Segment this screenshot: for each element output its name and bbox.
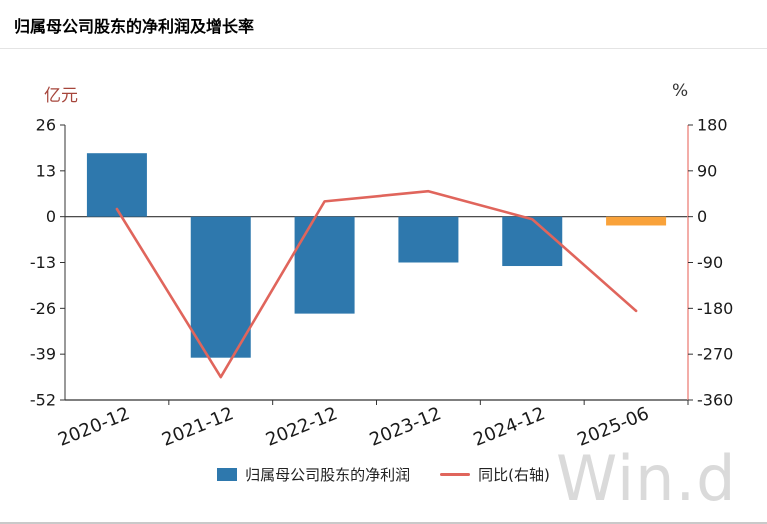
x-axis-label-2022-12: 2022-12 (263, 403, 341, 451)
wind-watermark: Win.d (556, 442, 737, 515)
x-axis-label-2020-12: 2020-12 (55, 403, 133, 451)
yoy-line-series (115, 189, 638, 379)
bar-2023-12 (398, 216, 459, 263)
yoy-line-swatch-icon (440, 473, 471, 476)
net-profit-swatch-icon (217, 468, 238, 481)
bar-2022-12 (294, 216, 355, 314)
bar-2024-12 (502, 216, 563, 267)
right-axis-tick-label: -90 (697, 253, 723, 272)
right-axis-tick-label: -360 (697, 391, 733, 410)
x-axis-label-2021-12: 2021-12 (159, 403, 237, 451)
x-axis-label-2024-12: 2024-12 (471, 403, 549, 451)
right-axis-tick-label: 0 (697, 207, 707, 226)
right-axis-tick-label: -270 (697, 345, 733, 364)
left-axis-tick-label: 0 (46, 207, 56, 226)
bar-2020-12 (86, 153, 147, 217)
legend-item-yoy: 同比(右轴) (440, 464, 550, 485)
legend: 归属母公司股东的净利润 同比(右轴) (0, 464, 767, 485)
left-axis-tick-label: 13 (36, 161, 56, 180)
bar-2021-12 (190, 216, 251, 358)
left-axis-tick-label: -39 (30, 345, 56, 364)
left-axis-tick-label: -26 (30, 299, 56, 318)
left-axis-unit-label: 亿元 (44, 86, 78, 106)
right-axis-tick-label: -180 (697, 299, 733, 318)
left-axis-tick-label: -13 (30, 253, 56, 272)
right-axis-unit-label: % (672, 81, 689, 101)
chart-title-bar: 归属母公司股东的净利润及增长率 (0, 0, 767, 49)
x-axis-label-2023-12: 2023-12 (367, 403, 445, 451)
right-axis-tick-label: 90 (697, 161, 717, 180)
page-title: 归属母公司股东的净利润及增长率 (14, 17, 255, 36)
right-axis-tick-label: 180 (697, 116, 728, 135)
left-axis-tick-label: 26 (36, 116, 56, 135)
legend-item-net-profit: 归属母公司股东的净利润 (217, 464, 410, 485)
legend-label-yoy: 同比(右轴) (478, 466, 550, 484)
bar-2025-06 (606, 216, 667, 226)
legend-label-net-profit: 归属母公司股东的净利润 (245, 466, 411, 484)
left-axis-tick-label: -52 (30, 391, 56, 410)
chart-canvas: 26 13 0 -13 -26 -39 -52 180 90 0 -90 -180 -270 -360 20… (30, 116, 733, 451)
